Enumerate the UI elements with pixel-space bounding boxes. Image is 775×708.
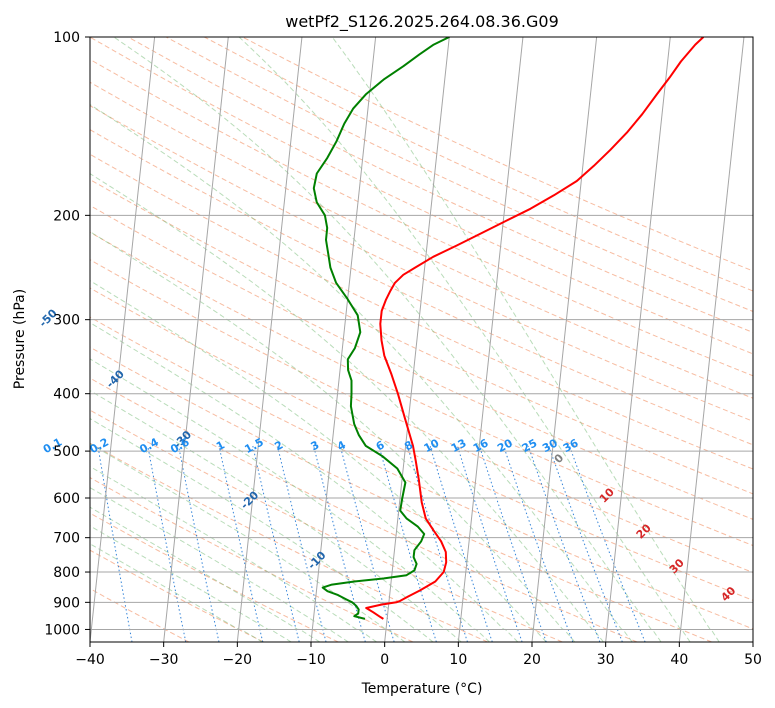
mixing-ratio-label: 25 [520, 436, 540, 455]
mixing-ratio-label: 36 [561, 436, 581, 455]
mixing-ratio-label: 10 [422, 436, 442, 455]
moist-adiabat-line [90, 417, 434, 642]
moist-adiabat-line [90, 525, 292, 642]
y-tick-label: 200 [53, 208, 80, 224]
y-tick-label: 100 [53, 30, 80, 46]
isotherm-line [236, 37, 303, 642]
dry-adiabat-line [90, 153, 753, 470]
moist-adiabat-line [90, 390, 462, 642]
isotherm-line [163, 37, 229, 642]
dry-adiabat-line [90, 477, 414, 642]
y-axis-title: Pressure (hPa) [12, 289, 28, 389]
moist-adiabat-line [90, 103, 633, 642]
moist-adiabat-line [90, 465, 377, 642]
x-tick-label: 30 [597, 652, 615, 668]
moist-adiabat-line [90, 443, 406, 642]
isotherm-line [310, 37, 377, 642]
y-tick-label: 800 [53, 565, 80, 581]
mixing-ratio-line [178, 445, 220, 642]
chart-title: wetPf2_S126.2025.264.08.36.G09 [285, 12, 559, 32]
axis-layer: −40 −30 −20 −10 0 10 20 30 40 50 100 200 300 400 500 60… [44, 30, 762, 668]
x-tick-label: 40 [670, 652, 688, 668]
dry-adiabat-line [90, 287, 753, 601]
mixing-ratio-line [252, 445, 300, 642]
y-tick-label: 400 [53, 387, 80, 403]
moist-adiabat-line [331, 37, 720, 642]
moist-adiabat-line [113, 37, 662, 642]
dry-adiabat-line [90, 37, 753, 355]
dry-adiabat-line [90, 259, 753, 574]
x-tick-label: −40 [75, 652, 105, 668]
mixing-ratio-label: 13 [449, 436, 469, 455]
mixing-ratio-line [277, 445, 327, 642]
y-tick-label: 1000 [44, 622, 80, 638]
mixing-ratio-line [97, 445, 133, 642]
moist-adiabat-line [238, 37, 691, 642]
dry-adiabat-line [90, 588, 190, 642]
mixing-ratio-line [429, 445, 493, 642]
y-tick-label: 300 [53, 313, 80, 329]
isotherm-line [531, 37, 598, 642]
dry-adiabat-line [90, 316, 753, 630]
mixing-ratio-label: 20 [495, 436, 515, 455]
isotherm-line [605, 37, 671, 642]
dry-adiabat-line [90, 346, 712, 642]
x-tick-label: 10 [449, 652, 467, 668]
mixing-ratio-line [527, 445, 601, 642]
y-tick-label: 900 [53, 595, 80, 611]
dry-adiabat-line [90, 58, 753, 377]
dry-adiabat-line [90, 409, 563, 642]
moist-adiabat-line [90, 543, 263, 642]
x-tick-label: 20 [523, 652, 541, 668]
dry-adiabat-line [165, 37, 753, 313]
y-tick-label: 600 [53, 491, 80, 507]
dry-adiabat-line [90, 377, 638, 642]
isotherm-line [678, 37, 745, 642]
mixing-ratio-line [218, 445, 264, 642]
dry-adiabat-line [90, 178, 753, 495]
y-tick-label: 500 [53, 444, 80, 460]
mixing-ratio-label: 30 [540, 436, 560, 455]
mixing-ratio-label: 16 [471, 436, 491, 455]
x-tick-label: −10 [296, 652, 326, 668]
mixing-ratio-line [378, 445, 437, 642]
x-axis-title: Temperature (°C) [361, 681, 483, 697]
dewpoint-profile-line [312, 37, 450, 620]
moist-adiabat-line [90, 173, 604, 642]
x-tick-label: 0 [380, 652, 389, 668]
isotherm-line [90, 37, 156, 642]
dry-adiabat-line [90, 442, 488, 642]
dry-adiabat-line [90, 549, 264, 642]
moist-adiabat-line [90, 231, 576, 642]
mixing-ratio-line [503, 445, 574, 642]
plot-frame [89, 36, 754, 643]
moist-adiabat-line [90, 506, 321, 642]
mixing-ratio-line [147, 445, 187, 642]
x-tick-label: −20 [223, 652, 253, 668]
moist-adiabat-line [90, 280, 547, 642]
moist-adiabat-line [90, 487, 349, 642]
dry-adiabat-line [90, 204, 753, 520]
isotherm-line [457, 37, 524, 642]
series-layer [312, 37, 705, 620]
dry-adiabat-line [127, 37, 753, 333]
dry-adiabat-line [204, 37, 753, 292]
temperature-profile-line [365, 37, 705, 620]
dry-adiabat-line [90, 231, 753, 547]
x-tick-label: −30 [149, 652, 179, 668]
isotherm-line [384, 37, 450, 642]
mixing-ratio-line [478, 445, 547, 642]
y-tick-label: 700 [53, 531, 80, 547]
x-tick-label: 50 [744, 652, 762, 668]
mixing-ratio-line [406, 445, 468, 642]
moist-adiabat-line [90, 322, 519, 642]
mixing-ratio-line [456, 445, 523, 642]
